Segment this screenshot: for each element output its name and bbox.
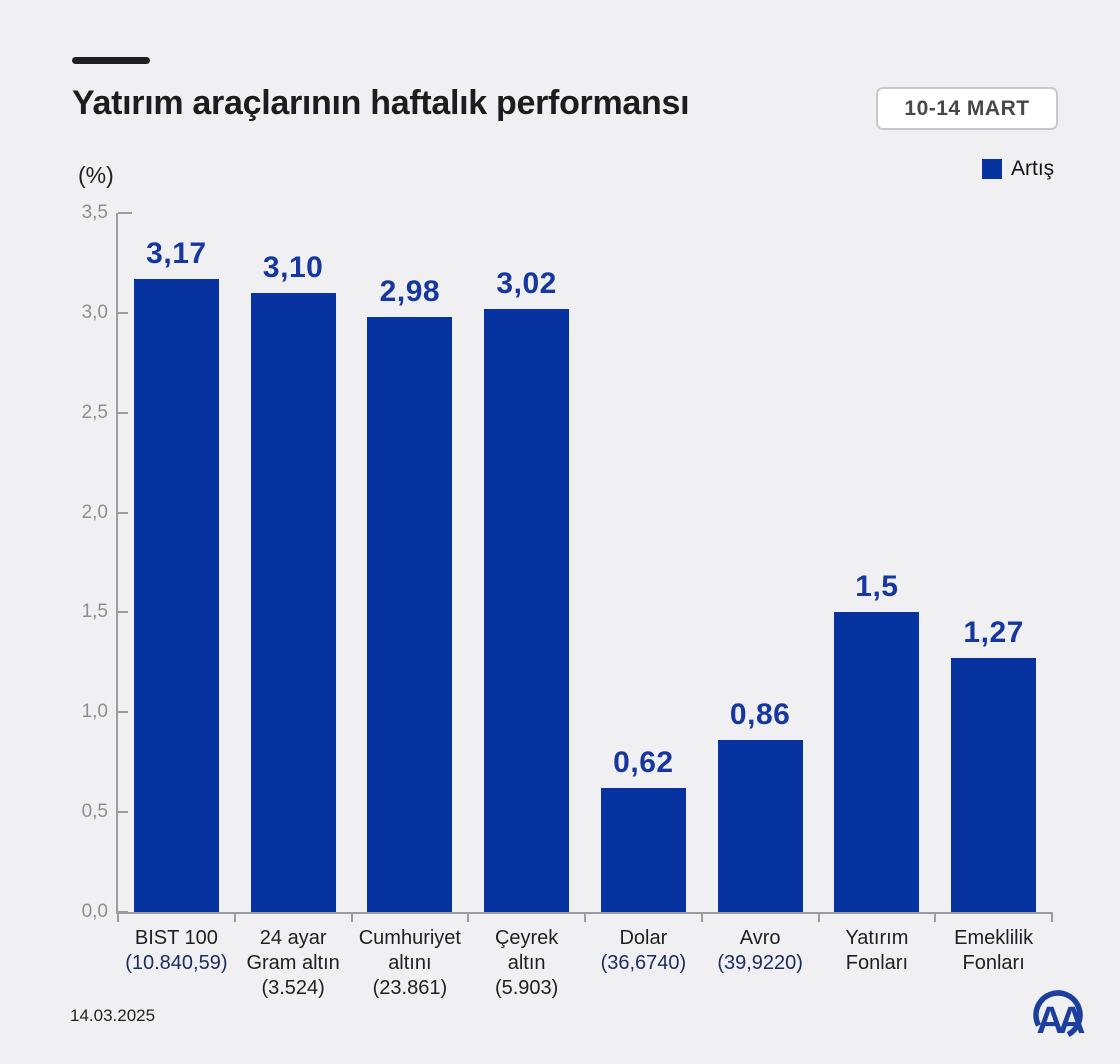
chart-bar [951,658,1037,912]
y-axis-tick-label: 1,5 [81,601,108,623]
category-label-line: Gram altın [246,952,340,974]
bar-value-label: 1,27 [963,616,1024,650]
bar-value-label: 3,17 [146,236,207,270]
category-value: (23.861) [372,977,448,999]
category-label-line: Yatırım [845,927,909,949]
y-axis-tick-label: 2,0 [81,501,108,523]
y-axis-tick-label: 3,5 [81,202,108,223]
category-label: 24 ayar Gram altın (3.524) [230,926,356,1001]
category-label-line: 24 ayar [259,927,327,949]
y-axis-line [116,213,118,914]
y-axis-tick [118,811,128,814]
x-axis-tick [700,912,703,922]
y-axis-tick-label: 3,0 [81,301,108,323]
chart-bar [717,740,803,912]
category-label-line: Dolar [619,927,668,949]
x-axis-tick [233,912,236,922]
x-axis-tick [1051,912,1053,922]
chart-bar [484,308,570,912]
category-label-line: Çeyrek [494,927,559,949]
category-label: Dolar (36,6740) [580,926,706,976]
y-axis-tick [118,711,128,714]
legend-swatch-icon [982,159,1002,179]
chart-bar [367,316,453,912]
x-axis-tick [350,912,353,922]
bar-value-label: 0,62 [613,746,674,780]
aa-logo: AA [1022,986,1094,1059]
date-range-label: 10-14 MART [904,96,1030,120]
y-axis-tick [118,611,128,614]
x-axis-tick [817,912,820,922]
category-label-line: altını [388,952,432,974]
category-value: (10.840,59) [125,952,228,974]
bar-value-label: 1,5 [855,570,899,604]
aa-logo-icon: AA [1033,990,1091,1042]
category-label: Emeklilik Fonları [931,926,1057,976]
y-axis-tick [118,511,128,514]
legend: Artış [982,157,1054,181]
x-axis-tick [934,912,937,922]
category-label: BIST 100 (10.840,59) [113,926,239,976]
category-label: Avro (39,9220) [697,926,823,976]
category-label: Yatırım Fonları [814,926,940,976]
bar-value-label: 3,10 [262,250,324,284]
category-label-line: Cumhuriyet [358,927,461,949]
y-axis-tick-label: 0,5 [81,801,108,823]
category-label-line: Avro [739,927,781,949]
y-axis-tick [118,311,128,314]
title-overline [72,57,150,64]
bar-value-label: 0,86 [729,698,791,732]
y-axis-tick-label: 0,0 [81,901,108,922]
y-axis-tick-label: 1,0 [81,701,108,723]
category-value: (39,9220) [717,952,803,974]
category-label-line: altın [507,952,546,974]
category-value: (5.903) [494,977,559,999]
y-axis-tick-label: 2,5 [81,401,108,423]
category-label-line: Emeklilik [954,927,1034,949]
x-axis-tick [467,912,470,922]
y-axis-tick [118,911,128,913]
bar-value-label: 3,02 [496,266,557,300]
category-value: (3.524) [261,977,325,999]
y-axis-tick [118,411,128,414]
date-range-badge: 10-14 MART [876,87,1058,130]
category-label-line: BIST 100 [134,927,218,949]
svg-text:AA: AA [1037,1000,1085,1042]
category-value: (36,6740) [600,952,687,974]
y-axis-unit-label: (%) [78,162,114,188]
y-axis-tick [118,212,132,214]
bar-value-label: 2,98 [379,274,441,308]
x-axis-tick [117,912,119,922]
footer-date: 14.03.2025 [70,1006,156,1025]
chart-bar [133,278,219,912]
category-label-line: Fonları [962,952,1025,974]
category-label: Çeyrek altın (5.903) [464,926,590,1001]
category-label-line: Fonları [845,952,908,974]
legend-label: Artış [1011,157,1055,180]
page-title: Yatırım araçlarının haftalık performansı [72,84,690,122]
chart-bar [250,292,336,912]
x-axis-tick [584,912,586,922]
category-label: Cumhuriyet altını (23.861) [347,926,473,1001]
chart-bar [600,788,686,912]
chart-bar [834,612,920,912]
